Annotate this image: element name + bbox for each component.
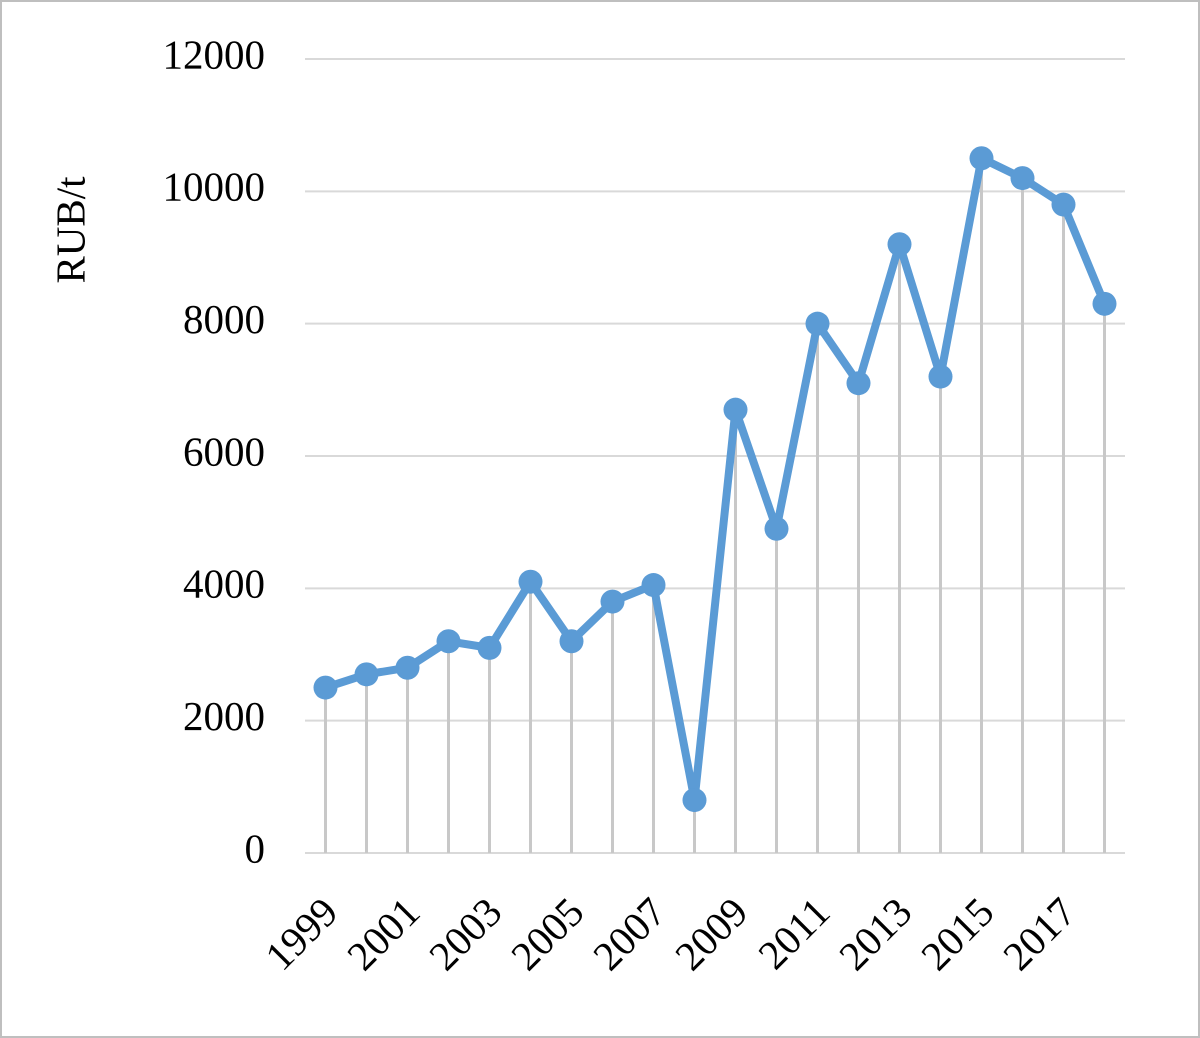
marker: [1010, 166, 1035, 191]
y-tick-label: 12000: [163, 31, 266, 77]
y-tick-label: 0: [245, 825, 266, 871]
marker: [477, 635, 502, 660]
marker: [887, 232, 912, 257]
marker: [395, 655, 420, 680]
marker: [436, 629, 461, 654]
marker: [723, 397, 748, 422]
marker: [354, 662, 379, 687]
marker: [1051, 192, 1076, 217]
marker: [969, 146, 994, 171]
marker: [641, 573, 666, 598]
marker: [518, 569, 543, 594]
marker: [928, 364, 953, 389]
plot: [313, 146, 1117, 813]
marker: [600, 589, 625, 614]
y-tick-label: 2000: [183, 693, 265, 739]
marker: [682, 788, 707, 813]
y-tick-label: 6000: [183, 428, 265, 474]
y-tick-label: 8000: [183, 296, 265, 342]
drop-lines: [324, 158, 1106, 853]
y-axis-title: RUB/t: [47, 176, 93, 284]
marker: [764, 516, 789, 541]
marker: [313, 675, 338, 700]
marker: [805, 311, 830, 336]
y-tick-label: 10000: [163, 164, 266, 210]
marker: [846, 371, 871, 396]
marker: [1092, 291, 1117, 316]
marker: [559, 629, 584, 654]
y-tick-label: 4000: [183, 561, 265, 607]
